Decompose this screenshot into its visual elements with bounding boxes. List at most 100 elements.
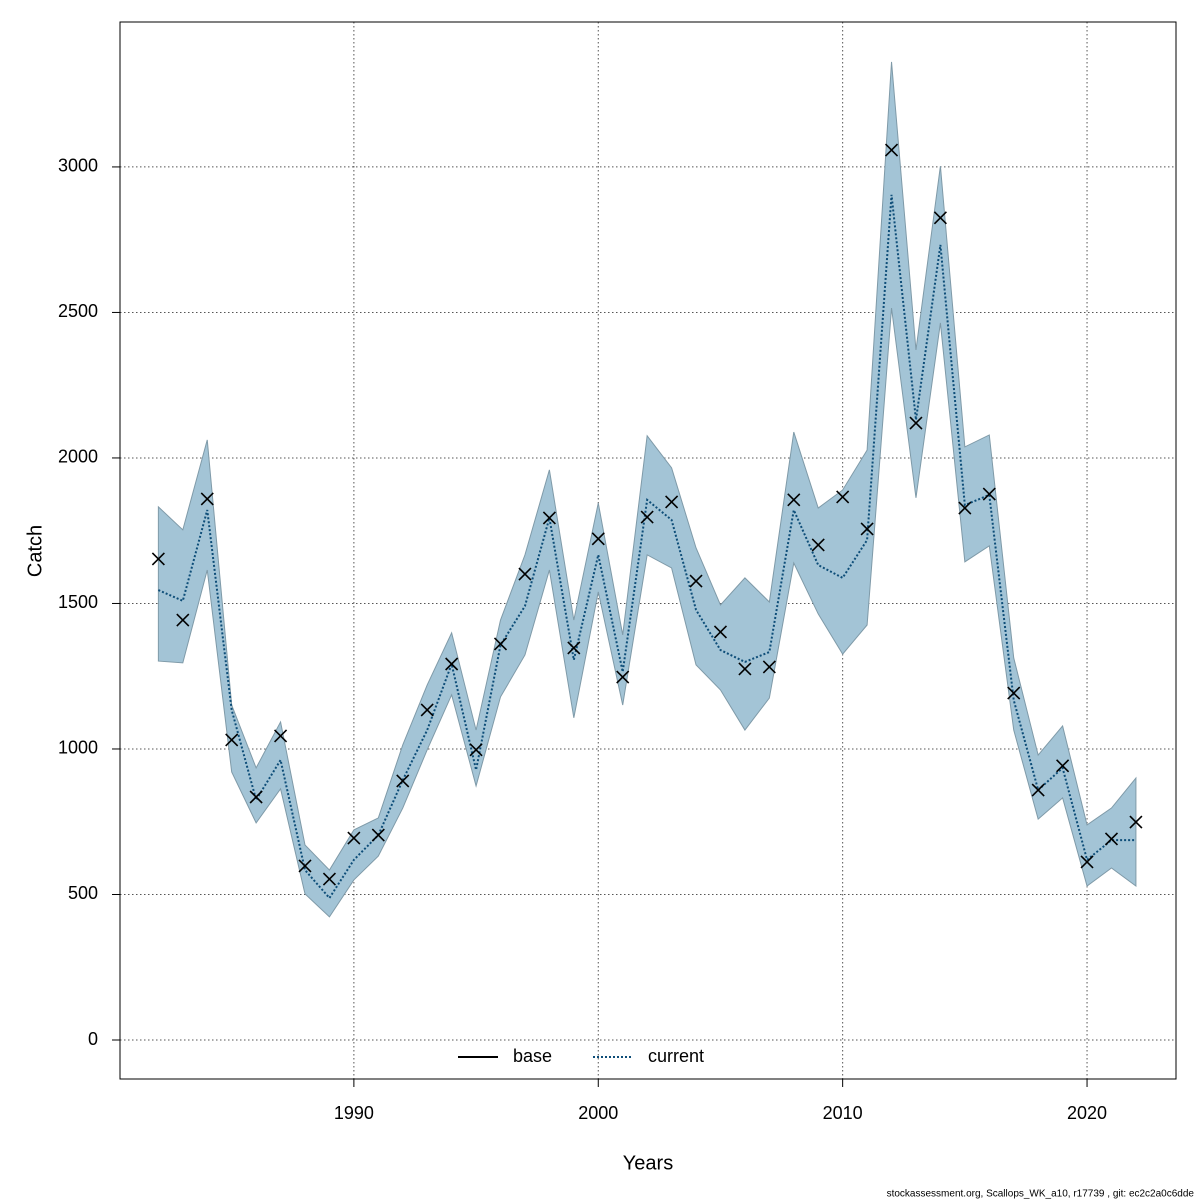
legend-label: base <box>513 1046 552 1066</box>
observation-marker <box>371 828 385 842</box>
observation-marker <box>151 552 165 566</box>
marker-stroke <box>200 492 214 506</box>
x-tick-label: 2020 <box>1067 1103 1107 1123</box>
marker-stroke <box>493 637 508 651</box>
marker-stroke <box>420 703 434 717</box>
marker-stroke <box>151 552 165 566</box>
marker-stroke <box>322 872 337 886</box>
marker-stroke <box>371 828 385 842</box>
plot-frame <box>119 21 1177 1080</box>
marker-stroke <box>176 613 190 627</box>
y-tick-label: 500 <box>68 883 98 903</box>
observation-marker <box>445 657 459 671</box>
marker-stroke <box>249 790 263 804</box>
observation-marker <box>933 211 947 225</box>
x-tick-label: 2010 <box>823 1103 863 1123</box>
observation-marker <box>200 492 214 506</box>
confidence-band <box>157 61 1137 918</box>
observation-marker <box>738 662 752 676</box>
marker-stroke <box>518 567 532 581</box>
marker-stroke <box>811 538 825 552</box>
y-axis-label: Catch <box>24 525 46 577</box>
observation-marker <box>1104 832 1119 846</box>
marker-stroke <box>738 662 752 676</box>
marker-stroke <box>1007 686 1021 700</box>
observation-marker <box>1080 855 1094 869</box>
observation-marker <box>1129 815 1143 829</box>
observation-marker <box>958 501 972 515</box>
marker-stroke <box>787 493 801 507</box>
marker-stroke <box>445 657 459 671</box>
marker-stroke <box>225 733 239 747</box>
observation-marker <box>322 872 337 886</box>
observation-marker <box>884 143 899 157</box>
marker-stroke <box>713 625 728 639</box>
observation-marker <box>787 493 801 507</box>
observation-marker <box>567 641 581 655</box>
marker-stroke <box>591 532 605 546</box>
y-tick-label: 1500 <box>58 592 98 612</box>
observation-marker <box>420 703 434 717</box>
marker-stroke <box>689 574 703 588</box>
observation-marker <box>665 495 679 509</box>
marker-stroke <box>1104 832 1119 846</box>
marker-stroke <box>616 670 630 684</box>
observation-marker <box>836 490 850 504</box>
marker-stroke <box>860 522 874 536</box>
y-tick-label: 1000 <box>58 738 98 758</box>
marker-stroke <box>958 501 972 515</box>
observation-marker <box>249 790 263 804</box>
marker-stroke <box>640 510 654 524</box>
marker-stroke <box>982 487 996 501</box>
observation-marker <box>469 743 483 757</box>
marker-stroke <box>836 490 850 504</box>
marker-stroke <box>273 729 288 743</box>
marker-stroke <box>347 831 361 845</box>
observation-marker <box>396 774 410 788</box>
observation-marker <box>811 538 825 552</box>
marker-stroke <box>1129 815 1143 829</box>
observation-marker <box>347 831 361 845</box>
marker-stroke <box>762 660 776 674</box>
marker-stroke <box>933 211 947 225</box>
observation-marker <box>909 416 923 430</box>
observation-marker <box>176 613 190 627</box>
y-tick-label: 2500 <box>58 301 98 321</box>
observation-marker <box>640 510 654 524</box>
observation-marker <box>518 567 532 581</box>
estimate-line <box>157 194 1136 900</box>
observation-marker <box>591 532 605 546</box>
observation-marker <box>298 859 312 873</box>
marker-stroke <box>884 143 899 157</box>
marker-stroke <box>909 416 923 430</box>
y-tick-label: 2000 <box>58 447 98 467</box>
x-tick-label: 1990 <box>334 1103 374 1123</box>
observation-marker <box>1031 783 1045 797</box>
marker-stroke <box>567 641 581 655</box>
marker-stroke <box>396 774 410 788</box>
x-tick-label: 2000 <box>578 1103 618 1123</box>
marker-stroke <box>1056 759 1070 773</box>
marker-stroke <box>665 495 679 509</box>
observation-marker <box>225 733 239 747</box>
observation-marker <box>713 625 728 639</box>
observation-marker <box>273 729 288 743</box>
observation-marker <box>1007 686 1021 700</box>
observation-marker <box>860 522 874 536</box>
observation-marker <box>1056 759 1070 773</box>
marker-stroke <box>298 859 312 873</box>
marker-stroke <box>1031 783 1045 797</box>
footer: stockassessment.org, Scallops_WK_a10, r1… <box>887 1189 1195 1200</box>
y-tick-label: 3000 <box>58 156 98 176</box>
legend-label: current <box>648 1046 704 1066</box>
observation-marker <box>542 511 556 525</box>
observation-marker <box>982 487 996 501</box>
observation-marker <box>762 660 776 674</box>
marker-stroke <box>1080 855 1094 869</box>
observation-marker <box>616 670 630 684</box>
marker-stroke <box>542 511 556 525</box>
x-axis-label: Years <box>623 1152 673 1174</box>
marker-stroke <box>469 743 483 757</box>
